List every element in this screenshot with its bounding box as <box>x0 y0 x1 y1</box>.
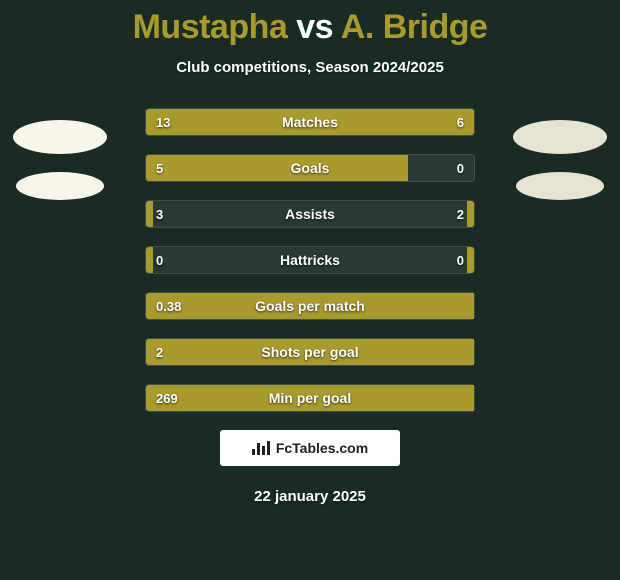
avatar-shape <box>13 120 107 154</box>
attribution-badge: FcTables.com <box>220 430 400 466</box>
stat-label: Min per goal <box>146 385 474 411</box>
stat-row: 269Min per goal <box>145 384 475 412</box>
attribution-text: FcTables.com <box>276 440 368 456</box>
stat-row: 50Goals <box>145 154 475 182</box>
chart-bars-icon <box>252 441 270 455</box>
stat-row: 00Hattricks <box>145 246 475 274</box>
stat-row: 32Assists <box>145 200 475 228</box>
stat-label: Matches <box>146 109 474 135</box>
avatar-shape <box>516 172 604 200</box>
date-text: 22 january 2025 <box>0 488 620 505</box>
subtitle: Club competitions, Season 2024/2025 <box>0 59 620 76</box>
stat-row: 0.38Goals per match <box>145 292 475 320</box>
stat-label: Shots per goal <box>146 339 474 365</box>
stat-label: Goals per match <box>146 293 474 319</box>
title-player2: A. Bridge <box>341 8 488 46</box>
player1-avatar <box>10 110 110 210</box>
stats-container: 136Matches 50Goals 32Assists 00Hattricks 0.3… <box>145 108 475 412</box>
title-vs: vs <box>296 8 333 46</box>
comparison-title: Mustapha vs A. Bridge <box>0 0 620 47</box>
stat-label: Hattricks <box>146 247 474 273</box>
stat-label: Goals <box>146 155 474 181</box>
title-player1: Mustapha <box>133 8 288 46</box>
avatar-shape <box>513 120 607 154</box>
stat-row: 136Matches <box>145 108 475 136</box>
stat-row: 2Shots per goal <box>145 338 475 366</box>
stat-label: Assists <box>146 201 474 227</box>
avatar-shape <box>16 172 104 200</box>
player2-avatar <box>510 110 610 210</box>
